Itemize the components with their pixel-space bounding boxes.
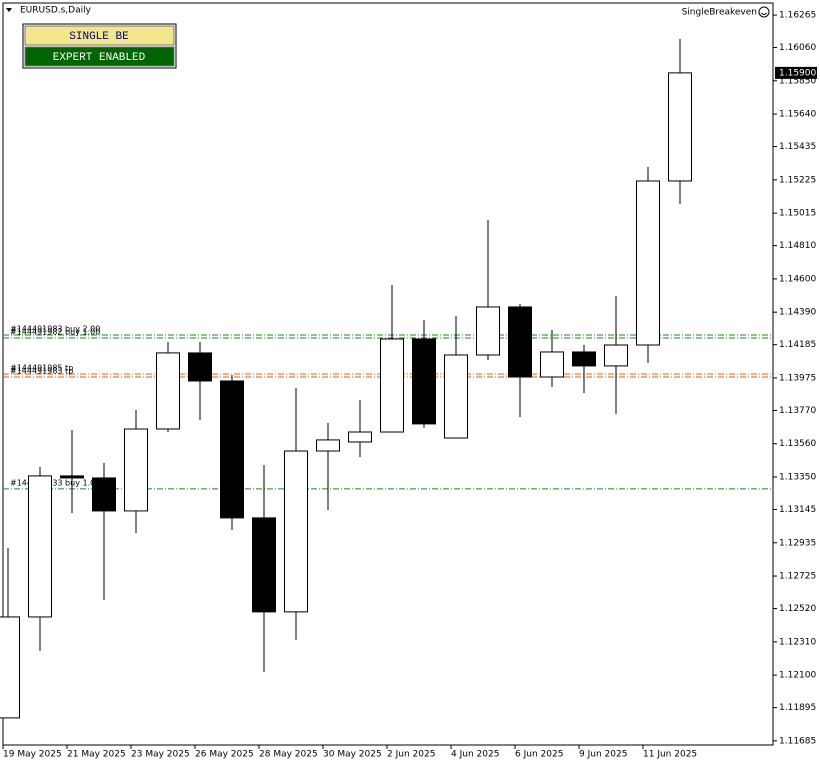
y-tick-label: 1.16060 (779, 43, 816, 53)
x-tick-label: 6 Jun 2025 (515, 750, 563, 760)
x-tick-label: 21 May 2025 (67, 750, 126, 760)
candle-body (92, 477, 116, 512)
x-tick-label: 4 Jun 2025 (451, 750, 499, 760)
x-tick-label: 30 May 2025 (323, 750, 382, 760)
order-label: #144491985 tp (10, 364, 73, 373)
x-tick-label: 28 May 2025 (259, 750, 318, 760)
order-label: #144491533 buy 1.00 (10, 478, 100, 487)
candle-body (188, 352, 212, 382)
candle-body (668, 72, 692, 182)
candle-body (412, 338, 436, 425)
button-label[interactable]: EXPERT ENABLED (53, 52, 146, 64)
chart-title: EURUSD.s,Daily (20, 6, 92, 16)
x-tick-label: 9 Jun 2025 (579, 750, 627, 760)
smiley-mouth (761, 12, 767, 15)
price-tag (775, 66, 817, 79)
candle-body (0, 616, 20, 719)
y-tick-label: 1.12310 (779, 637, 816, 647)
candle-body (476, 306, 500, 356)
button[interactable] (24, 25, 175, 46)
order-label: #144491983 buy 2.00 (10, 325, 100, 334)
candle-body (380, 338, 404, 433)
y-tick-label: 1.11895 (779, 703, 816, 713)
y-tick-label: 1.13145 (779, 505, 816, 515)
candle-body (220, 380, 244, 519)
y-tick-label: 1.14810 (779, 241, 816, 251)
y-tick-label: 1.15015 (779, 209, 816, 219)
y-tick-label: 1.13560 (779, 439, 816, 449)
smiley-icon (758, 6, 770, 18)
y-tick-label: 1.15640 (779, 110, 816, 120)
button[interactable] (24, 46, 175, 67)
x-tick-label: 11 Jun 2025 (643, 750, 697, 760)
x-tick-label: 23 May 2025 (131, 750, 190, 760)
menu-arrow (6, 8, 12, 12)
order-label: #144491983 tp (10, 367, 73, 376)
y-tick-label: 1.11685 (779, 736, 816, 746)
candle-body (540, 351, 564, 378)
y-tick-label: 1.13975 (779, 373, 816, 383)
candle-body (60, 475, 84, 479)
y-tick-label: 1.16265 (779, 11, 816, 21)
y-tick-label: 1.12520 (779, 604, 816, 614)
candle-body (604, 344, 628, 367)
y-tick-label: 1.14390 (779, 308, 816, 318)
y-tick-label: 1.12725 (779, 572, 816, 582)
order-label: #144491982 buy 1.00 (10, 328, 100, 337)
y-tick-label: 1.14600 (779, 274, 816, 284)
candle-body (28, 475, 52, 618)
candle-body (348, 431, 372, 443)
candle-body (156, 352, 180, 430)
y-tick-label: 1.12100 (779, 671, 816, 681)
button-label[interactable]: SINGLE BE (69, 31, 129, 43)
candle-body (124, 428, 148, 512)
x-tick-label: 19 May 2025 (3, 750, 62, 760)
indicator-name: SingleBreakeven (682, 8, 757, 18)
candle-body (284, 450, 308, 613)
price-tag-label: 1.15900 (779, 68, 816, 78)
x-tick-label: 26 May 2025 (195, 750, 254, 760)
candle-body (444, 354, 468, 439)
y-tick-label: 1.15850 (779, 76, 816, 86)
y-tick-label: 1.14185 (779, 340, 816, 350)
candle-body (316, 439, 340, 452)
candle-body (252, 517, 276, 613)
candle-body (508, 306, 532, 378)
candle-body (572, 351, 596, 367)
candle-body (636, 180, 660, 346)
y-tick-label: 1.13770 (779, 406, 816, 416)
x-tick-label: 2 Jun 2025 (387, 750, 435, 760)
y-tick-label: 1.15225 (779, 175, 816, 185)
y-tick-label: 1.13350 (779, 473, 816, 483)
y-tick-label: 1.12935 (779, 538, 816, 548)
y-tick-label: 1.15435 (779, 142, 816, 152)
